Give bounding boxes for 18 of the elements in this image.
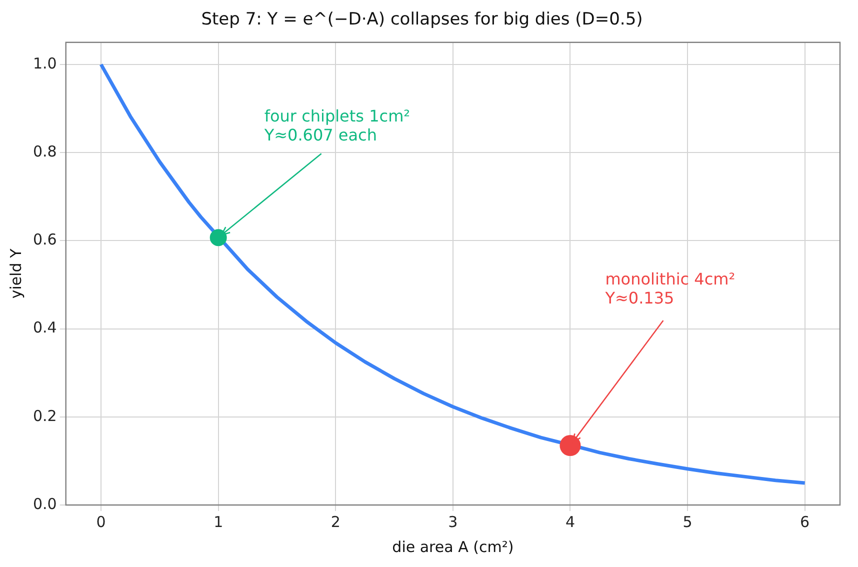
y-tick-label: 0.6 — [32, 230, 57, 249]
y-tick-label: 0.4 — [32, 318, 57, 337]
x-tick-label: 6 — [800, 512, 810, 531]
y-tick-label: 0.0 — [32, 494, 57, 513]
x-tick-label: 3 — [448, 512, 458, 531]
y-axis-title: yield Y — [6, 248, 25, 299]
annotation: four chiplets 1cm² Y≈0.607 each — [263, 106, 410, 145]
x-axis-title: die area A (cm²) — [392, 538, 514, 556]
x-tick-label: 5 — [682, 512, 692, 531]
y-tick-label: 1.0 — [32, 54, 57, 72]
x-tick-label: 2 — [330, 512, 340, 531]
x-tick-label: 4 — [565, 512, 575, 531]
x-tick-label: 1 — [214, 512, 224, 531]
y-tick-label: 0.8 — [32, 142, 57, 160]
annotation: monolithic 4cm² Y≈0.135 — [604, 270, 736, 308]
y-tick-label: 0.2 — [32, 406, 57, 425]
x-tick-label: 0 — [96, 512, 106, 531]
chart-title: Step 7: Y = e^(−D·A) collapses for big dies (D=0.5) — [201, 10, 643, 30]
